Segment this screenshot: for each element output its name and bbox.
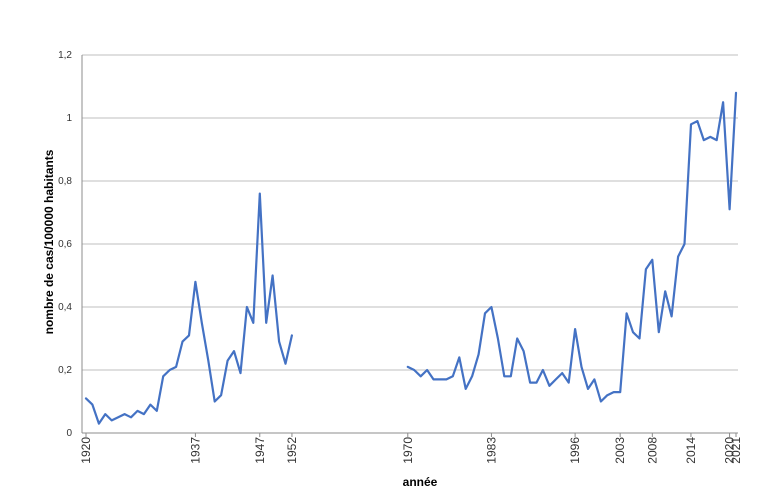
x-tick-label: 1920 (79, 437, 93, 464)
y-tick-label: 0 (66, 428, 72, 439)
x-tick-labels: 1920 1937 1947 1952 1970 1983 1996 2003 2008 2014… (79, 437, 743, 464)
y-tick-label: 0,6 (58, 239, 72, 250)
gridlines (82, 54, 738, 371)
series-layer (84, 91, 738, 425)
x-tick-label: 1983 (484, 437, 498, 464)
y-tick-label: 1,2 (58, 50, 72, 61)
x-tick-label: 1952 (285, 437, 299, 464)
y-tick-label: 0,2 (58, 365, 72, 376)
y-tick-label: 0,4 (58, 302, 72, 313)
x-tick-label: 2014 (684, 437, 698, 464)
x-tick-label: 1937 (188, 437, 202, 464)
x-tick-label: 1947 (253, 437, 267, 464)
x-tick-label: 2020 (723, 437, 737, 464)
x-tick-label: 2021 (729, 437, 743, 464)
y-tick-label: 1 (66, 113, 72, 124)
x-tick-label: 2008 (645, 437, 659, 464)
x-tick-label: 2003 (613, 437, 627, 464)
y-tick-labels: 0 0,2 0,4 0,6 0,8 1 1,2 (58, 50, 72, 439)
y-tick-label: 0,8 (58, 176, 72, 187)
x-tick-label: 1970 (401, 437, 415, 464)
x-axis-title: année (403, 475, 438, 489)
y-axis-title: nombre de cas/100000 habitants (42, 149, 56, 334)
series-line (406, 91, 738, 403)
axes (81, 55, 738, 437)
series-line (84, 192, 293, 425)
x-tick-label: 1996 (568, 437, 582, 464)
